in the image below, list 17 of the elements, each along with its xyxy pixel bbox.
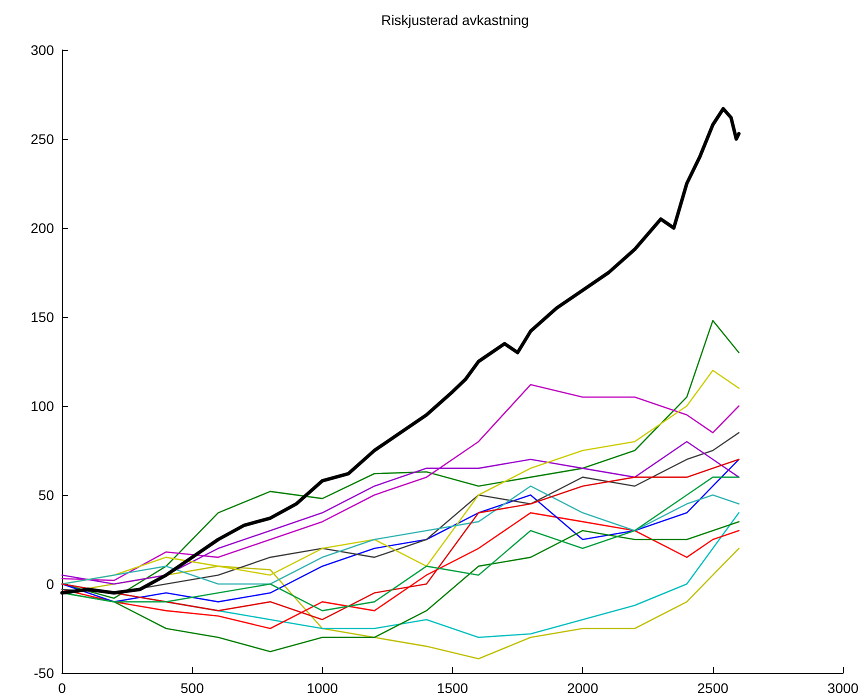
x-tick-label: 3000 bbox=[827, 680, 859, 696]
chart-title: Riskjusterad avkastning bbox=[381, 12, 529, 28]
x-tick-label: 0 bbox=[58, 680, 66, 696]
y-tick-label: 250 bbox=[30, 131, 54, 147]
y-tick-label: -50 bbox=[34, 665, 54, 681]
x-tick-label: 1500 bbox=[436, 680, 468, 696]
x-tick-label: 1000 bbox=[306, 680, 338, 696]
x-tick-label: 2500 bbox=[697, 680, 729, 696]
y-tick-label: 100 bbox=[30, 398, 54, 414]
x-tick-label: 500 bbox=[180, 680, 204, 696]
line-series bbox=[61, 485, 740, 585]
y-tick-label: 300 bbox=[30, 42, 54, 58]
x-tick-label: 2000 bbox=[567, 680, 598, 696]
y-tick-label: 0 bbox=[46, 576, 54, 592]
y-tick-label: 50 bbox=[38, 487, 54, 503]
y-tick-label: 150 bbox=[30, 309, 54, 325]
y-tick-label: 200 bbox=[30, 220, 54, 236]
